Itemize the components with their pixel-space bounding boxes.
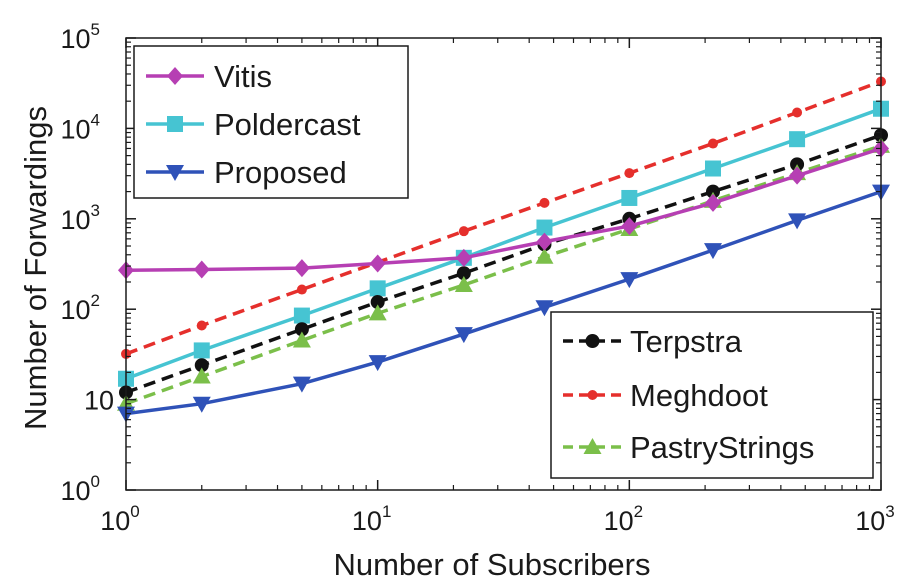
- data-point-poldercast: [789, 131, 806, 148]
- data-point-proposed: [292, 376, 311, 393]
- data-point-proposed: [454, 327, 473, 344]
- y-tick-label: 103: [60, 201, 100, 235]
- plot-area: [117, 76, 890, 423]
- series-line-vitis: [125, 146, 882, 272]
- legend-label: PastryStrings: [630, 430, 814, 465]
- x-tick-label: 101: [352, 502, 392, 536]
- data-point-proposed: [620, 272, 639, 289]
- data-point-poldercast: [193, 342, 210, 359]
- data-point-pastrystrings: [454, 276, 473, 293]
- y-tick-label: 10: [84, 386, 114, 416]
- x-tick-label: 103: [855, 502, 895, 536]
- data-point-proposed: [192, 396, 211, 413]
- legends: Vitis Poldercast Proposed Terpstra Meghdoot P…: [133, 45, 874, 479]
- legend-label: Meghdoot: [630, 378, 768, 413]
- data-point-vitis: [704, 193, 721, 212]
- series-line-terpstra: [125, 133, 882, 395]
- data-point-terpstra: [456, 266, 471, 281]
- x-axis-label: Number of Subscribers: [333, 547, 650, 582]
- data-point-pastrystrings: [535, 247, 554, 264]
- data-point-proposed: [368, 355, 387, 372]
- data-point-vitis: [193, 260, 210, 279]
- data-point-poldercast: [369, 280, 386, 297]
- data-point-meghdoot: [296, 284, 307, 295]
- series-proposed: [117, 184, 890, 423]
- legend-entry-meghdoot: Meghdoot: [563, 378, 768, 413]
- legend-entry-proposed: Proposed: [146, 155, 347, 190]
- data-point-poldercast: [293, 307, 310, 324]
- data-point-vitis: [455, 248, 472, 267]
- legend-marker: [167, 116, 183, 132]
- x-tick-label: 102: [604, 502, 644, 536]
- legend-entry-poldercast: Poldercast: [146, 107, 361, 142]
- series-line-meghdoot: [125, 79, 882, 356]
- legend-label: Terpstra: [630, 324, 743, 359]
- data-point-poldercast: [621, 189, 638, 206]
- legend-label: Vitis: [214, 59, 272, 94]
- data-point-proposed: [703, 243, 722, 260]
- data-point-pastrystrings: [368, 304, 387, 321]
- y-tick-label: 100: [60, 472, 100, 506]
- plot-frame: [125, 37, 882, 491]
- legend-marker: [167, 67, 183, 85]
- y-tick-label: 105: [60, 20, 100, 54]
- data-point-poldercast: [704, 160, 721, 177]
- series-line-poldercast: [125, 107, 882, 381]
- data-point-terpstra: [705, 184, 720, 199]
- legend-marker: [587, 390, 598, 400]
- data-point-meghdoot: [624, 168, 635, 179]
- legend-entry-terpstra: Terpstra: [563, 324, 743, 359]
- legend-marker: [583, 438, 602, 454]
- x-tick-label: 100: [100, 502, 140, 536]
- legend-marker: [166, 165, 184, 181]
- data-point-vitis: [293, 259, 310, 278]
- axes: 100 101 102 103 100 10 102 103 104 105: [60, 20, 894, 536]
- data-point-vitis: [621, 217, 638, 236]
- data-point-vitis: [789, 166, 806, 185]
- data-point-meghdoot: [792, 107, 803, 118]
- data-point-terpstra: [194, 358, 209, 373]
- y-tick-label: 104: [60, 110, 100, 144]
- legend-label: Poldercast: [214, 107, 361, 142]
- y-axis-label: Number of Forwardings: [18, 106, 53, 430]
- legend-top-left: Vitis Poldercast Proposed: [133, 45, 409, 199]
- data-point-meghdoot: [539, 197, 550, 208]
- data-point-proposed: [535, 300, 554, 317]
- data-point-vitis: [369, 254, 386, 273]
- data-point-terpstra: [294, 322, 309, 337]
- series-line-proposed: [125, 189, 882, 416]
- data-point-pastrystrings: [192, 367, 211, 384]
- y-tick-label: 102: [60, 291, 100, 325]
- data-point-meghdoot: [196, 320, 207, 331]
- series-line-pastrystrings: [125, 144, 882, 406]
- legend-bottom-right: Terpstra Meghdoot PastryStrings: [550, 311, 874, 479]
- legend-marker: [585, 334, 600, 348]
- data-point-terpstra: [370, 295, 385, 310]
- data-point-poldercast: [536, 219, 553, 236]
- data-point-vitis: [536, 232, 553, 251]
- legend-entry-vitis: Vitis: [146, 59, 272, 94]
- data-point-proposed: [788, 213, 807, 230]
- legend-label: Proposed: [214, 155, 347, 190]
- data-point-pastrystrings: [292, 331, 311, 348]
- legend-entry-pastrystrings: PastryStrings: [563, 430, 814, 465]
- series-meghdoot: [121, 76, 886, 359]
- data-point-meghdoot: [458, 226, 469, 237]
- data-point-meghdoot: [707, 138, 718, 149]
